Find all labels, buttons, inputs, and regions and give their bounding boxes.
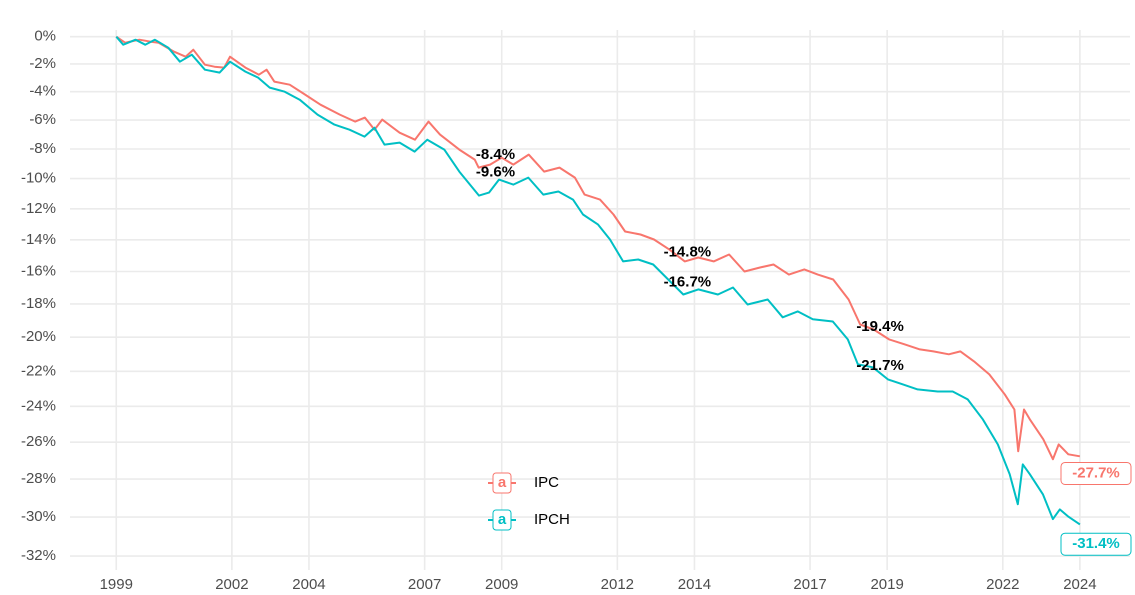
y-tick-label: -20% <box>21 328 56 345</box>
legend-key-glyph: a <box>498 511 507 528</box>
legend-label: IPC <box>534 474 559 491</box>
series-line <box>115 35 1081 461</box>
legend-key-glyph: a <box>498 474 507 491</box>
y-tick-label: -6% <box>29 111 56 128</box>
x-tick-label: 2017 <box>793 576 826 593</box>
x-tick-label: 2009 <box>485 576 518 593</box>
y-tick-label: -12% <box>21 200 56 217</box>
annotation: -14.8% <box>664 243 712 260</box>
y-tick-label: -24% <box>21 397 56 414</box>
annotation: -8.4% <box>476 146 515 163</box>
y-tick-label: -26% <box>21 433 56 450</box>
x-tick-label: 2004 <box>292 576 325 593</box>
legend-item: a IPCH <box>488 509 570 531</box>
y-tick-label: -16% <box>21 262 56 279</box>
y-tick-label: -32% <box>21 547 56 564</box>
y-tick-label: -10% <box>21 170 56 187</box>
y-tick-label: -8% <box>29 140 56 157</box>
y-tick-label: -18% <box>21 295 56 312</box>
x-tick-label: 2022 <box>986 576 1019 593</box>
y-tick-label: -28% <box>21 470 56 487</box>
x-tick-label: 2014 <box>678 576 711 593</box>
y-tick-label: -4% <box>29 83 56 100</box>
x-tick-label: 2019 <box>870 576 903 593</box>
x-tick-label: 2024 <box>1063 576 1096 593</box>
x-tick-label: 2002 <box>215 576 248 593</box>
series-line <box>115 36 1081 526</box>
y-tick-label: 0% <box>34 28 56 45</box>
end-label: -27.7% <box>1060 461 1132 485</box>
y-tick-label: -22% <box>21 362 56 379</box>
x-tick-label: 2007 <box>408 576 441 593</box>
y-tick-label: -2% <box>29 55 56 72</box>
y-tick-label: -30% <box>21 508 56 525</box>
legend-key-box <box>492 509 512 531</box>
annotation: -16.7% <box>664 274 712 291</box>
annotation: -21.7% <box>856 357 904 374</box>
end-label-text: -31.4% <box>1072 535 1120 552</box>
end-label-box <box>1060 461 1132 485</box>
annotation: -9.6% <box>476 164 515 181</box>
end-label-box <box>1060 532 1132 556</box>
annotation: -19.4% <box>856 318 904 335</box>
legend-key-box <box>492 472 512 494</box>
end-label: -31.4% <box>1060 532 1132 556</box>
y-tick-label: -14% <box>21 231 56 248</box>
legend-label: IPCH <box>534 511 570 528</box>
x-tick-label: 1999 <box>100 576 133 593</box>
x-tick-label: 2012 <box>601 576 634 593</box>
legend-item: a IPC <box>488 472 559 494</box>
end-label-text: -27.7% <box>1072 464 1120 481</box>
